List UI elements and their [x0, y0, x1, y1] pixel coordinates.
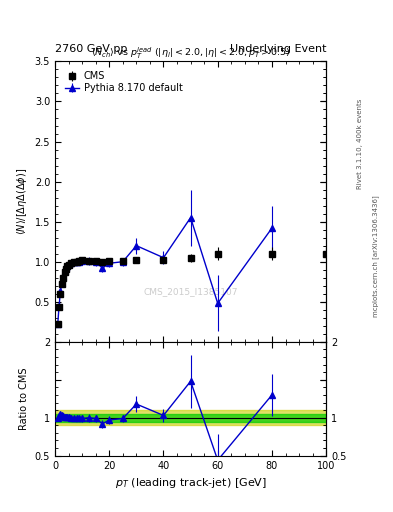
Legend: CMS, Pythia 8.170 default: CMS, Pythia 8.170 default	[62, 69, 185, 95]
Title: $\langle N_{ch}\rangle$ vs $p_T^{lead}$ ($|\eta_l|{<}2.0, |\eta|{<}2.0, p_T{>}0.: $\langle N_{ch}\rangle$ vs $p_T^{lead}$ …	[91, 46, 290, 61]
Text: Rivet 3.1.10, 400k events: Rivet 3.1.10, 400k events	[356, 98, 363, 188]
Text: Underlying Event: Underlying Event	[230, 44, 326, 54]
X-axis label: $p_T$ (leading track-jet) [GeV]: $p_T$ (leading track-jet) [GeV]	[115, 476, 266, 490]
Text: CMS_2015_I1385107: CMS_2015_I1385107	[143, 287, 238, 296]
Text: 2760 GeV pp: 2760 GeV pp	[55, 44, 127, 54]
Text: mcplots.cern.ch [arXiv:1306.3436]: mcplots.cern.ch [arXiv:1306.3436]	[372, 195, 379, 317]
Bar	[55, 414, 326, 421]
Y-axis label: Ratio to CMS: Ratio to CMS	[19, 368, 29, 430]
Bar	[55, 410, 326, 425]
Y-axis label: $\langle N\rangle/[\Delta\eta\Delta(\Delta\phi)]$: $\langle N\rangle/[\Delta\eta\Delta(\Del…	[15, 168, 29, 235]
